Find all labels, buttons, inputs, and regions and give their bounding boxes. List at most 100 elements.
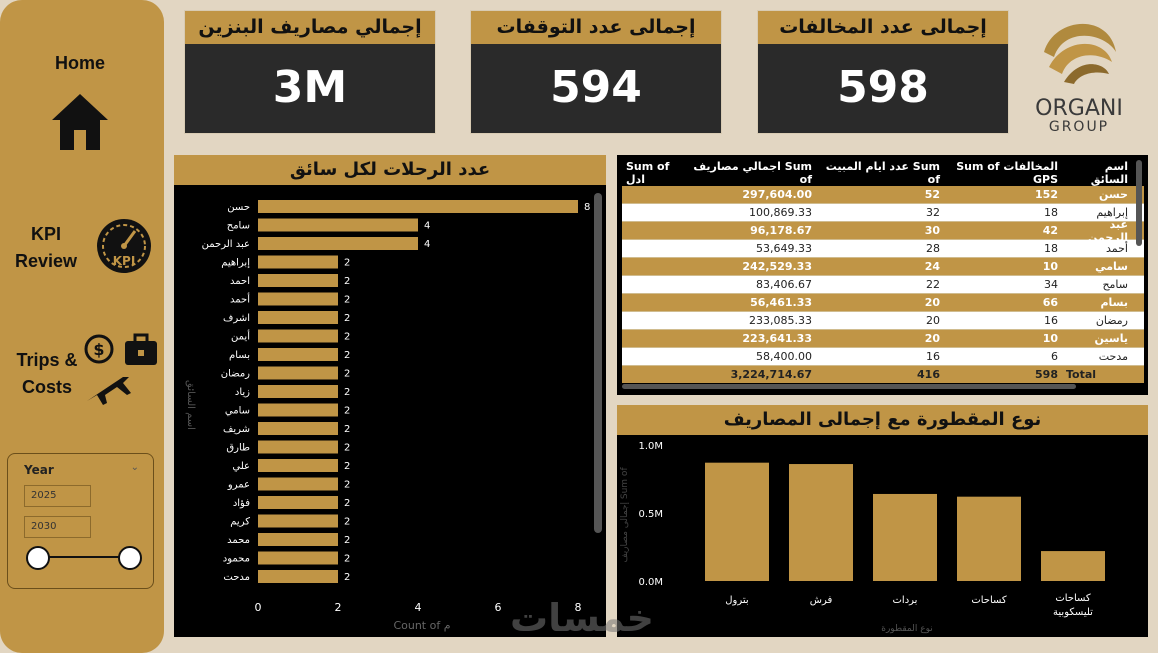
driver-label: أيمن <box>231 330 250 343</box>
trip-bar[interactable] <box>258 403 338 417</box>
col-header-3[interactable]: عدد ايام المبيت Sum of <box>825 160 940 186</box>
expense-bar[interactable] <box>705 462 769 581</box>
trip-bar[interactable] <box>258 496 338 509</box>
col-header-2[interactable]: Sum of المخالفات GPS <box>956 160 1058 186</box>
y-axis-label: اسم السائق <box>185 380 196 430</box>
nav-kpi-review[interactable]: KPI Review <box>10 221 82 275</box>
trip-bar[interactable] <box>258 274 338 287</box>
table-row[interactable]: 233,085.33 20 16 رمضان <box>622 312 1144 330</box>
table-row[interactable]: 56,461.33 20 66 بسام <box>622 294 1144 312</box>
trips-per-driver-chart[interactable]: حسن 8 سامح 4 عبد الرحمن 4 إبراهيم 2 احمد 2 أحمد 2 اش… <box>174 185 606 637</box>
table-cell: أحمد <box>1106 242 1128 255</box>
table-cell: 16 <box>1044 314 1058 327</box>
table-vertical-scrollbar[interactable] <box>1136 160 1142 246</box>
year-to-input[interactable]: 2030 <box>24 516 91 538</box>
trip-bar[interactable] <box>258 459 338 472</box>
table-row[interactable]: 53,649.33 28 18 أحمد <box>622 240 1144 258</box>
trip-bar[interactable] <box>258 422 338 435</box>
expense-bar[interactable] <box>789 464 853 581</box>
expense-bar[interactable] <box>1041 551 1105 581</box>
nav-trips-costs[interactable]: Trips & Costs <box>10 347 84 401</box>
data-label: 2 <box>344 313 350 324</box>
table-body: 297,604.00 52 152 حسن 100,869.33 32 18 إبراهيم 9… <box>622 186 1144 383</box>
trip-bar[interactable] <box>258 477 338 491</box>
organi-group-logo: ORGANI GROUP <box>1035 23 1123 134</box>
year-slicer-title: Year <box>24 463 54 477</box>
trip-bar[interactable] <box>258 311 338 324</box>
table-cell: 56,461.33 <box>750 296 812 309</box>
trip-bar[interactable] <box>258 366 338 380</box>
year-from-input[interactable]: 2025 <box>24 485 91 507</box>
home-icon[interactable] <box>50 92 110 152</box>
chevron-down-icon[interactable]: ⌄ <box>130 462 139 473</box>
data-label: 2 <box>344 406 350 417</box>
table-cell: حسن <box>1098 188 1128 201</box>
table-row[interactable]: 96,178.67 30 42 عبد الرحمن <box>622 218 1144 244</box>
driver-label: زياد <box>235 387 250 398</box>
trip-bar[interactable] <box>258 237 418 250</box>
trip-bar[interactable] <box>258 385 338 398</box>
table-horizontal-scrollbar[interactable] <box>622 384 1076 389</box>
trip-bar[interactable] <box>258 329 338 343</box>
expense-bar[interactable] <box>873 493 937 581</box>
trip-bar[interactable] <box>258 533 338 546</box>
year-slider-track[interactable] <box>38 556 130 558</box>
table-row[interactable]: 83,406.67 22 34 سامح <box>622 276 1144 294</box>
trip-bar[interactable] <box>258 514 338 528</box>
travel-costs-icon[interactable]: $ <box>83 331 161 409</box>
table-cell: 52 <box>924 188 940 201</box>
driver-label: اشرف <box>223 313 250 324</box>
table-row[interactable]: 58,400.00 16 6 مدحت <box>622 348 1144 366</box>
driver-label: طارق <box>226 443 250 454</box>
table-row[interactable]: 223,641.33 20 10 ياسين <box>622 330 1144 348</box>
trip-bar[interactable] <box>258 440 338 454</box>
expense-bar[interactable] <box>957 496 1021 581</box>
sidebar: Home KPI Review KPI Trips & Costs $ Year… <box>0 0 164 653</box>
card-value: 594 <box>550 62 642 113</box>
trip-bar[interactable] <box>258 200 578 213</box>
table-total-row[interactable]: 3,224,714.67 416 598 Total <box>622 366 1144 383</box>
data-label: 2 <box>344 276 350 287</box>
col-header-4[interactable]: اجمالي مصاريف Sum of <box>693 160 812 186</box>
trip-bar[interactable] <box>258 551 338 565</box>
table-cell: 297,604.00 <box>742 188 812 201</box>
data-label: 2 <box>344 443 350 454</box>
driver-label: مدحت <box>223 572 250 583</box>
trip-bar[interactable] <box>258 292 338 306</box>
trip-bar[interactable] <box>258 348 338 361</box>
year-slicer[interactable]: Year ⌄ 2025 2030 <box>7 453 154 589</box>
trip-bar[interactable] <box>258 218 418 232</box>
table-cell: 34 <box>1044 278 1058 291</box>
table-row[interactable]: 100,869.33 32 18 إبراهيم <box>622 204 1144 222</box>
table-cell: 10 <box>1042 332 1058 345</box>
logo-line1: ORGANI <box>1035 96 1123 121</box>
table-cell: 16 <box>926 350 940 363</box>
year-slider-handle-min[interactable] <box>26 546 50 570</box>
kpi-gauge-icon[interactable]: KPI <box>95 217 153 275</box>
driver-label: حسن <box>227 202 250 213</box>
data-label: 2 <box>344 424 350 435</box>
table-row[interactable]: 242,529.33 24 10 سامي <box>622 258 1144 276</box>
col-header-1[interactable]: اسم السائق <box>1090 160 1128 186</box>
x-tick-label: بترول <box>725 595 748 606</box>
y-tick-label: 1.0M <box>638 441 663 452</box>
x-axis-label: نوع المقطورة <box>881 624 932 634</box>
driver-label: محمد <box>227 535 250 546</box>
chart-scrollbar[interactable] <box>594 193 602 533</box>
trailer-expenses-chart[interactable]: 0.0M 0.5M 1.0M بترول فرش بردات كساحات كساحات تلي… <box>617 435 1148 637</box>
x-axis-label: Count of م <box>393 619 450 632</box>
driver-label: كريم <box>230 517 250 528</box>
col-header-5[interactable]: Sum of ادل <box>626 160 670 186</box>
trip-bar[interactable] <box>258 570 338 583</box>
table-cell: 58,400.00 <box>756 350 812 363</box>
nav-home-label[interactable]: Home <box>54 53 105 73</box>
driver-label: عمرو <box>227 480 250 491</box>
trip-bar[interactable] <box>258 255 338 269</box>
year-slider-handle-max[interactable] <box>118 546 142 570</box>
table-cell: 66 <box>1042 296 1058 309</box>
table-row[interactable]: 297,604.00 52 152 حسن <box>622 186 1144 204</box>
logo-line2: GROUP <box>1049 119 1109 134</box>
drivers-table[interactable]: Sum of ادل اجمالي مصاريف Sum of عدد ايام… <box>622 160 1144 383</box>
trips-label-line1: Trips & <box>16 350 78 370</box>
data-label: 2 <box>344 369 350 380</box>
